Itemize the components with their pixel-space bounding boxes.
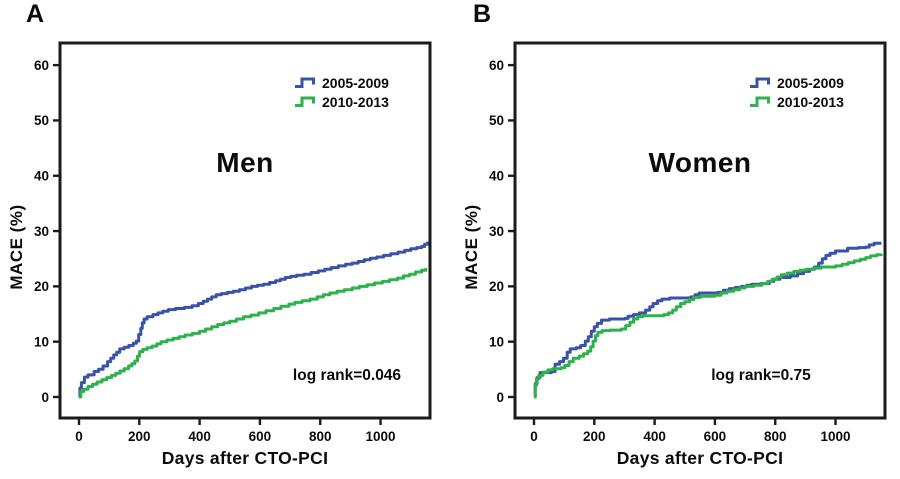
panel-women: 0 10 20 30 40 50 60 0 200 400 600 800 1000 B MACE (%… — [455, 0, 900, 479]
step-line-icon — [295, 96, 315, 107]
legend-item-2005-2009: 2005-2009 — [294, 74, 389, 91]
y-tick-label: 30 — [34, 224, 49, 239]
plot-border — [58, 41, 432, 420]
x-tick-label: 600 — [704, 429, 727, 444]
log-rank-annotation: log rank=0.75 — [711, 367, 811, 384]
curve-2010-2013 — [533, 253, 883, 399]
curve-2010-2013 — [79, 268, 428, 399]
curve-2005-2009 — [78, 241, 430, 399]
legend: 2005-2009 2010-2013 — [749, 74, 844, 110]
x-tick-label: 0 — [530, 429, 538, 444]
x-axis-title: Days after CTO-PCI — [616, 448, 784, 468]
y-tick-label: 20 — [489, 279, 504, 294]
x-tick-label: 400 — [643, 429, 666, 444]
x-tick-label: 400 — [188, 429, 211, 444]
y-tick-label: 40 — [489, 169, 504, 184]
step-line-icon — [295, 77, 315, 88]
y-tick-label: 10 — [489, 334, 504, 349]
legend-label: 2005-2009 — [322, 74, 389, 91]
y-tick-label: 0 — [41, 390, 49, 405]
y-tick-label: 30 — [489, 224, 504, 239]
curve-2005-2009 — [533, 241, 882, 399]
log-rank-annotation: log rank=0.046 — [292, 367, 402, 384]
step-line-icon — [750, 77, 770, 88]
y-tick-label: 40 — [34, 169, 49, 184]
y-tick-label: 50 — [489, 113, 504, 128]
chart-title-women: Women — [648, 147, 752, 178]
legend-label: 2010-2013 — [322, 93, 389, 110]
panel-men: 0 10 20 30 40 50 60 0 200 400 600 800 1000 A MACE (%… — [7, 0, 432, 468]
legend-label: 2010-2013 — [777, 93, 844, 110]
y-tick-label: 10 — [34, 334, 49, 349]
legend-item-2005-2009: 2005-2009 — [749, 74, 844, 91]
y-axis-title: MACE (%) — [462, 204, 481, 290]
legend: 2005-2009 2010-2013 — [294, 74, 389, 110]
x-tick-label: 600 — [249, 429, 272, 444]
y-tick-label: 0 — [496, 390, 504, 405]
panel-letter-b: B — [473, 0, 492, 28]
x-tick-label: 0 — [75, 429, 83, 444]
plot-border — [513, 41, 887, 420]
chart-title-men: Men — [216, 147, 274, 178]
y-tick-label: 60 — [34, 58, 49, 73]
x-tick-label: 200 — [583, 429, 606, 444]
x-tick-label: 200 — [128, 429, 151, 444]
legend-label: 2005-2009 — [777, 74, 844, 91]
legend-item-2010-2013: 2010-2013 — [749, 93, 844, 110]
x-tick-label: 800 — [764, 429, 787, 444]
x-tick-label: 1000 — [821, 429, 851, 444]
x-axis-title: Days after CTO-PCI — [161, 448, 329, 468]
y-tick-label: 20 — [34, 279, 49, 294]
panel-letter-a: A — [26, 0, 45, 28]
legend-item-2010-2013: 2010-2013 — [294, 93, 389, 110]
x-tick-label: 800 — [309, 429, 332, 444]
y-tick-label: 50 — [34, 113, 49, 128]
y-axis-title: MACE (%) — [7, 204, 26, 290]
step-line-icon — [750, 96, 770, 107]
x-tick-label: 1000 — [366, 429, 396, 444]
y-tick-label: 60 — [489, 58, 504, 73]
